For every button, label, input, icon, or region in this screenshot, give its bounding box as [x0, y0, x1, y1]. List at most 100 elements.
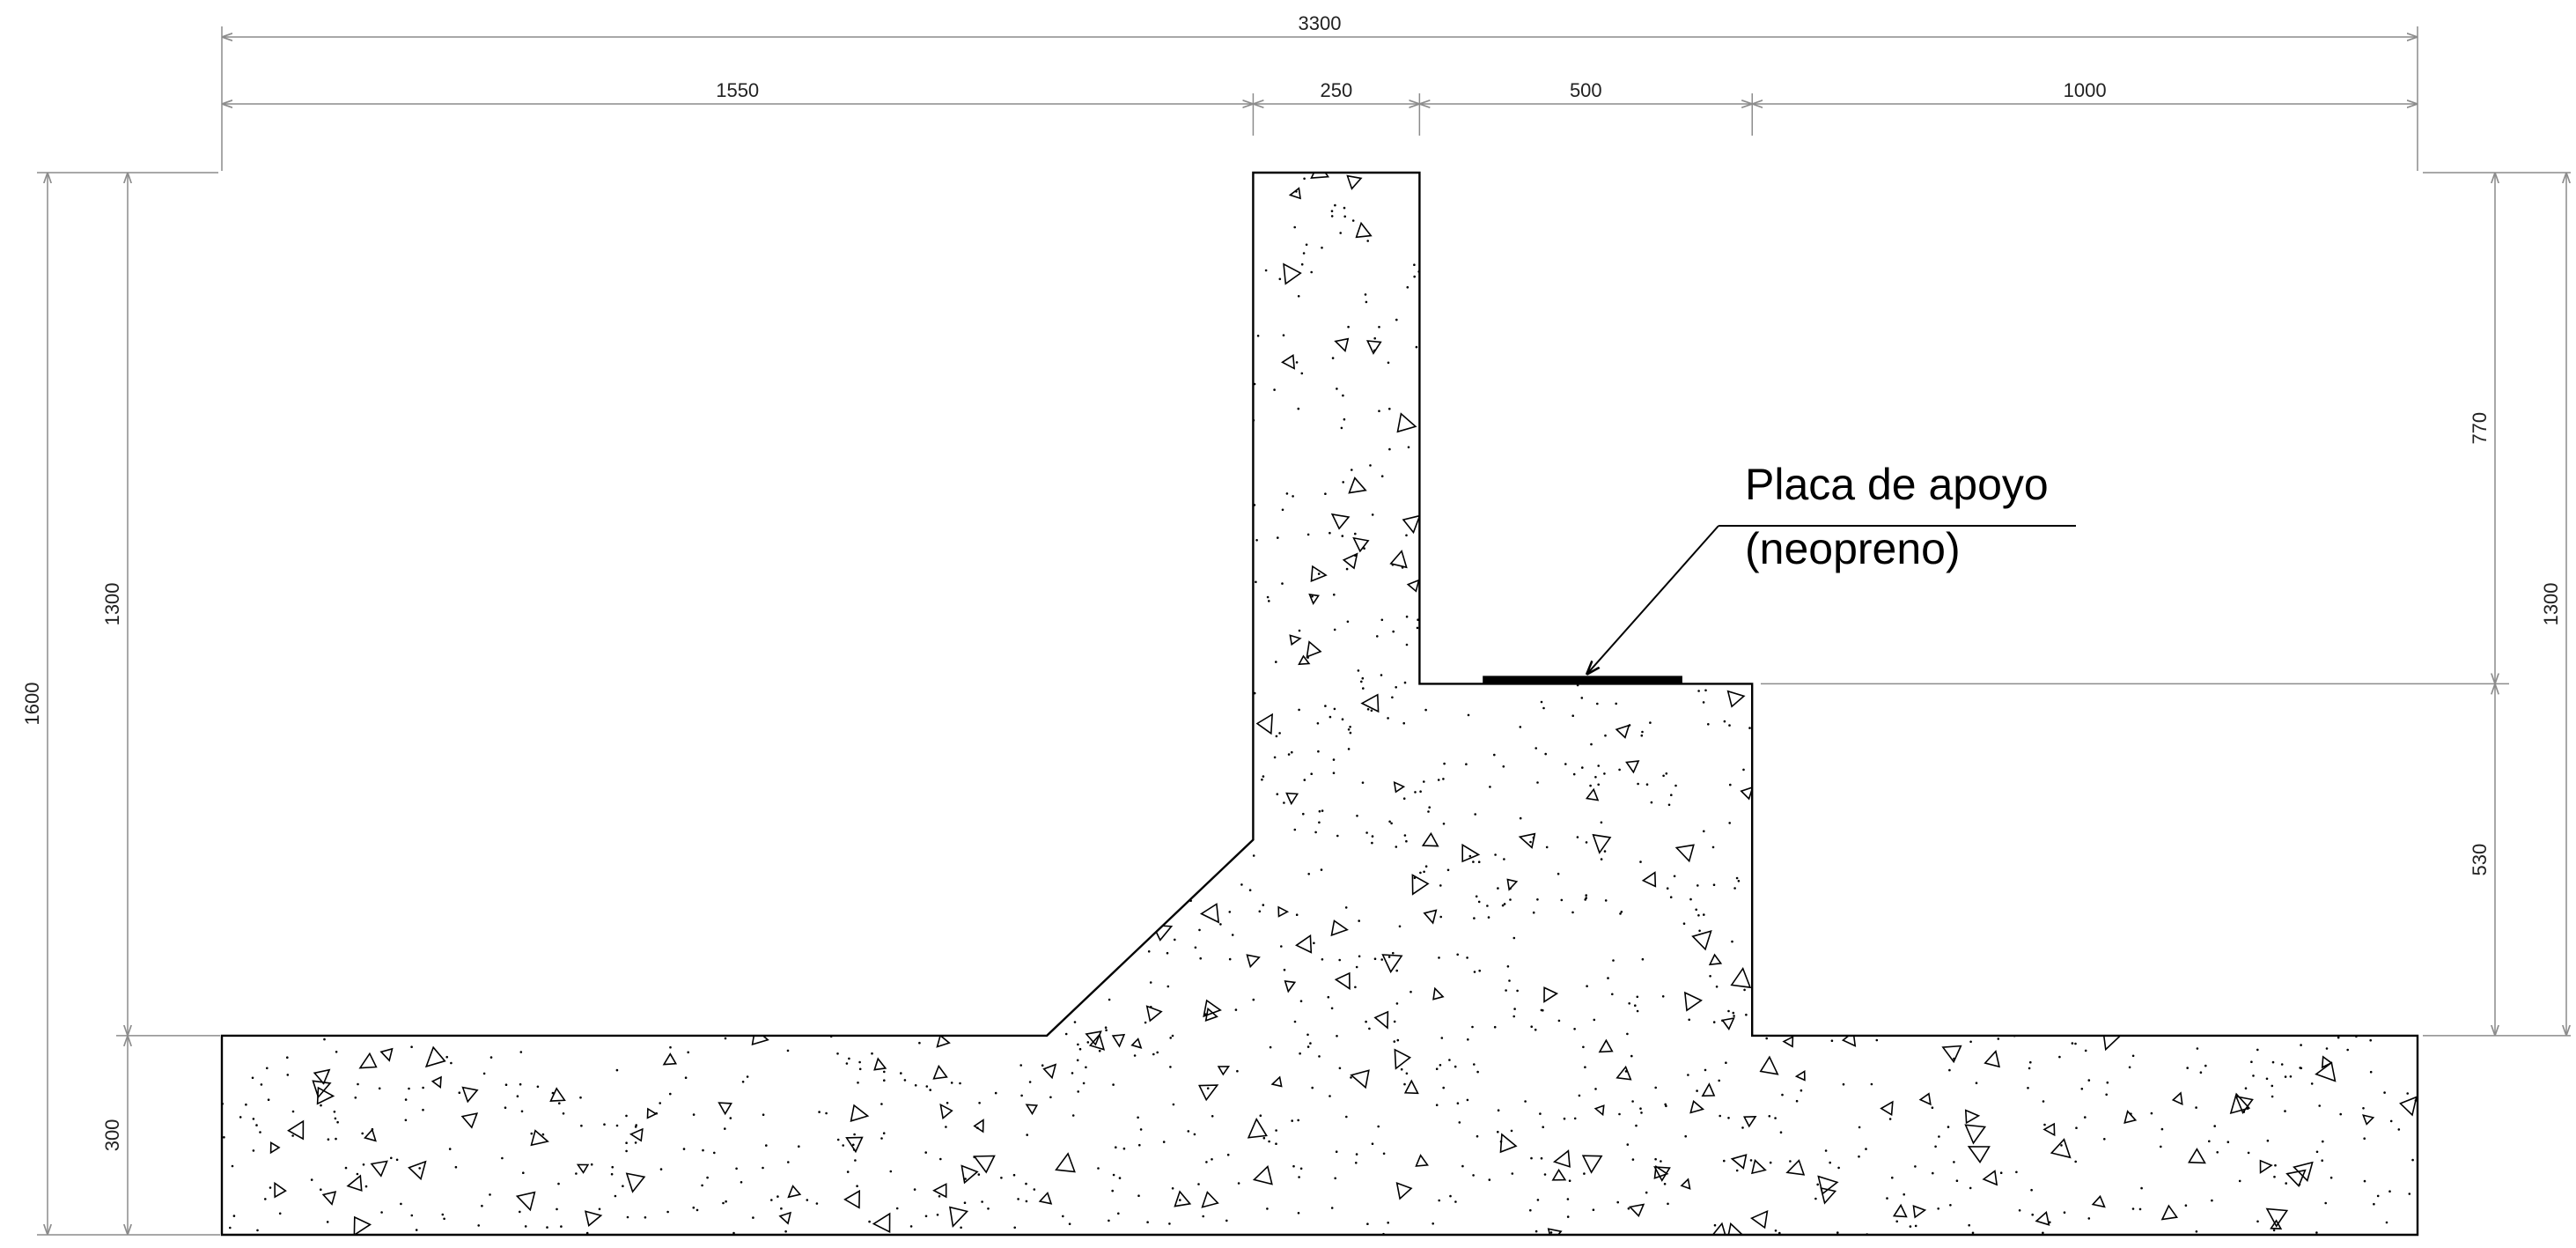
hatch-sand-dot: [1728, 822, 1731, 824]
hatch-sand-dot: [1650, 801, 1653, 804]
hatch-sand-dot: [1387, 717, 1389, 720]
hatch-sand-dot: [1318, 821, 1321, 824]
hatch-sand-dot: [1449, 1194, 1452, 1198]
hatch-sand-dot: [1311, 1086, 1314, 1089]
hatch-sand-dot: [611, 1165, 614, 1169]
hatch-sand-dot: [1347, 325, 1350, 329]
hatch-sand-dot: [1108, 998, 1111, 1001]
hatch-sand-dot: [1509, 898, 1512, 901]
hatch-sand-dot: [1612, 959, 1615, 962]
hatch-sand-dot: [1295, 913, 1299, 916]
hatch-sand-dot: [1519, 726, 1522, 728]
hatch-aggregate-triangle: [1432, 986, 1445, 1001]
hatch-sand-dot: [1393, 1020, 1396, 1023]
hatch-sand-dot: [1219, 923, 1222, 926]
hatch-aggregate-triangle: [1518, 832, 1536, 849]
hatch-sand-dot: [1330, 215, 1334, 218]
hatch-aggregate-triangle: [2123, 1110, 2138, 1125]
hatch-aggregate-triangle: [1701, 1082, 1716, 1097]
hatch-sand-dot: [2310, 1082, 2314, 1085]
hatch-sand-dot: [1968, 1223, 1970, 1227]
hatch-sand-dot: [1373, 957, 1377, 960]
hatch-sand-dot: [913, 1188, 916, 1191]
hatch-sand-dot: [603, 1123, 606, 1126]
hatch-sand-dot: [752, 1216, 754, 1219]
concrete-section-outline: [220, 171, 2419, 1237]
hatch-sand-dot: [1542, 706, 1545, 710]
hatch-sand-dot: [1461, 1164, 1464, 1168]
hatch-sand-dot: [981, 1200, 983, 1203]
hatch-sand-dot: [501, 1156, 504, 1160]
hatch-sand-dot: [1842, 1082, 1845, 1086]
hatch-sand-dot: [1332, 758, 1336, 761]
hatch-sand-dot: [1778, 1231, 1781, 1235]
hatch-sand-dot: [1697, 914, 1700, 917]
hatch-sand-dot: [1321, 958, 1324, 961]
dimension-lines: 3300 1550 250 500 1000 1600 1300: [21, 12, 2571, 1236]
hatch-sand-dot: [625, 1149, 628, 1153]
hatch-sand-dot: [1310, 772, 1313, 775]
hatch-sand-dot: [924, 1151, 927, 1154]
hatch-sand-dot: [1204, 1013, 1207, 1015]
hatch-sand-dot: [1428, 806, 1431, 809]
hatch-aggregate-triangle: [1740, 786, 1755, 801]
hatch-aggregate-triangle: [845, 1136, 864, 1154]
hatch-sand-dot: [1276, 793, 1279, 795]
hatch-sand-dot: [2196, 1047, 2199, 1050]
hatch-sand-dot: [1540, 1156, 1543, 1160]
hatch-sand-dot: [1234, 1008, 1238, 1011]
hatch-sand-dot: [1277, 536, 1279, 539]
hatch-sand-dot: [1266, 1207, 1269, 1210]
hatch-sand-dot: [1493, 753, 1496, 757]
hatch-sand-dot: [1371, 835, 1374, 838]
hatch-aggregate-triangle: [269, 1141, 281, 1155]
hatch-aggregate-triangle: [1743, 1115, 1757, 1128]
hatch-sand-dot: [925, 1085, 929, 1088]
hatch-sand-dot: [1467, 713, 1470, 717]
hatch-sand-dot: [1466, 1098, 1469, 1102]
hatch-sand-dot: [2250, 1060, 2253, 1063]
hatch-sand-dot: [1295, 361, 1299, 364]
hatch-sand-dot: [1231, 934, 1234, 936]
hatch-sand-dot: [1115, 1146, 1117, 1148]
hatch-sand-dot: [1737, 880, 1741, 882]
hatch-sand-dot: [1085, 1066, 1087, 1069]
hatch-sand-dot: [1370, 709, 1373, 713]
hatch-sand-dot: [1636, 995, 1639, 999]
hatch-sand-dot: [1328, 1095, 1331, 1097]
hatch-sand-dot: [1293, 828, 1297, 831]
hatch-sand-dot: [2075, 1126, 2078, 1129]
hatch-sand-dot: [1443, 762, 1446, 765]
dim-text-top-heel: 1550: [716, 79, 759, 101]
hatch-sand-dot: [1324, 492, 1327, 495]
hatch-sand-dot: [806, 1199, 809, 1201]
hatch-sand-dot: [1298, 629, 1301, 632]
hatch-sand-dot: [1506, 965, 1510, 968]
hatch-aggregate-triangle: [1730, 1154, 1748, 1170]
hatch-sand-dot: [2408, 1193, 2411, 1195]
hatch-aggregate-triangle: [1395, 1181, 1413, 1200]
hatch-sand-dot: [1628, 724, 1631, 727]
hatch-sand-dot: [1396, 1038, 1400, 1042]
hatch-sand-dot: [1824, 1149, 1828, 1152]
hatch-sand-dot: [1252, 854, 1255, 857]
hatch-aggregate-triangle: [1217, 1066, 1231, 1076]
hatch-aggregate-triangle: [1298, 654, 1311, 666]
hatch-sand-dot: [687, 1051, 689, 1054]
leader-diagonal-line: [1586, 525, 1719, 675]
hatch-sand-dot: [1529, 840, 1532, 844]
hatch-sand-dot: [371, 1127, 374, 1131]
hatch-sand-dot: [946, 1102, 949, 1104]
hatch-sand-dot: [1237, 1182, 1240, 1185]
hatch-sand-dot: [2376, 1194, 2380, 1198]
hatch-aggregate-triangle: [1360, 693, 1380, 713]
hatch-aggregate-triangle: [1342, 552, 1358, 570]
hatch-sand-dot: [410, 1045, 413, 1048]
hatch-sand-dot: [482, 1072, 486, 1075]
hatch-sand-dot: [1345, 1115, 1348, 1119]
hatch-sand-dot: [1454, 1065, 1457, 1068]
hatch-aggregate-triangle: [1680, 1178, 1691, 1190]
hatch-aggregate-triangle: [1726, 690, 1746, 708]
hatch-sand-dot: [320, 1188, 322, 1191]
hatch-aggregate-triangle: [1038, 1191, 1053, 1205]
